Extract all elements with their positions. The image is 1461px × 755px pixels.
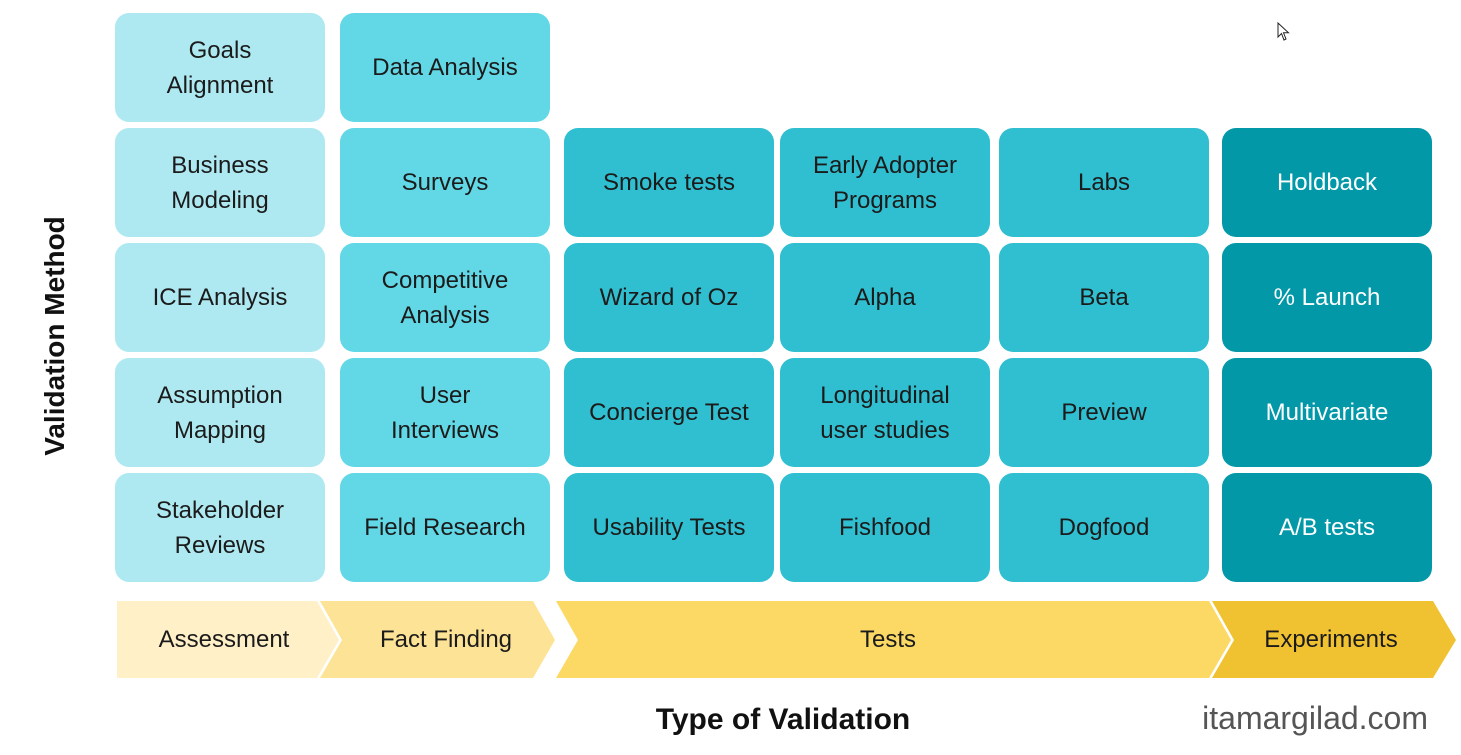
x-axis-label: Type of Validation bbox=[655, 703, 911, 736]
method-alpha: Alpha bbox=[780, 243, 990, 352]
mouse-pointer-icon bbox=[1277, 22, 1290, 41]
phase-label-fact-finding: Fact Finding bbox=[379, 626, 513, 653]
method-field-research: Field Research bbox=[340, 473, 550, 582]
method-competitive-analysis: Competitive Analysis bbox=[340, 243, 550, 352]
method-labs: Labs bbox=[999, 128, 1209, 237]
method-fishfood: Fishfood bbox=[780, 473, 990, 582]
phase-label-experiments: Experiments bbox=[1264, 626, 1398, 653]
method-assumption-mapping: Assumption Mapping bbox=[115, 358, 325, 467]
method-wizard-of-oz: Wizard of Oz bbox=[564, 243, 774, 352]
phase-chevron-assessment bbox=[117, 601, 339, 678]
phase-chevron-fact-finding bbox=[320, 601, 555, 678]
phase-label-tests: Tests bbox=[859, 626, 917, 653]
phase-label-assessment: Assessment bbox=[158, 626, 290, 653]
method-early-adopter-programs: Early Adopter Programs bbox=[780, 128, 990, 237]
method-concierge-test: Concierge Test bbox=[564, 358, 774, 467]
method-business-modeling: Business Modeling bbox=[115, 128, 325, 237]
method-usability-tests: Usability Tests bbox=[564, 473, 774, 582]
method-beta: Beta bbox=[999, 243, 1209, 352]
method-ice-analysis: ICE Analysis bbox=[115, 243, 325, 352]
method-preview: Preview bbox=[999, 358, 1209, 467]
phase-chevron-tests bbox=[556, 601, 1231, 678]
method-holdback: Holdback bbox=[1222, 128, 1432, 237]
watermark: itamargilad.com bbox=[1202, 700, 1428, 736]
method-percent-launch: % Launch bbox=[1222, 243, 1432, 352]
phase-chevron-experiments bbox=[1212, 601, 1456, 678]
method-longitudinal-user-studies: Longitudinal user studies bbox=[780, 358, 990, 467]
method-ab-tests: A/B tests bbox=[1222, 473, 1432, 582]
method-data-analysis: Data Analysis bbox=[340, 13, 550, 122]
method-goals-alignment: Goals Alignment bbox=[115, 13, 325, 122]
method-surveys: Surveys bbox=[340, 128, 550, 237]
method-stakeholder-reviews: Stakeholder Reviews bbox=[115, 473, 325, 582]
method-dogfood: Dogfood bbox=[999, 473, 1209, 582]
method-user-interviews: User Interviews bbox=[340, 358, 550, 467]
method-smoke-tests: Smoke tests bbox=[564, 128, 774, 237]
method-multivariate: Multivariate bbox=[1222, 358, 1432, 467]
